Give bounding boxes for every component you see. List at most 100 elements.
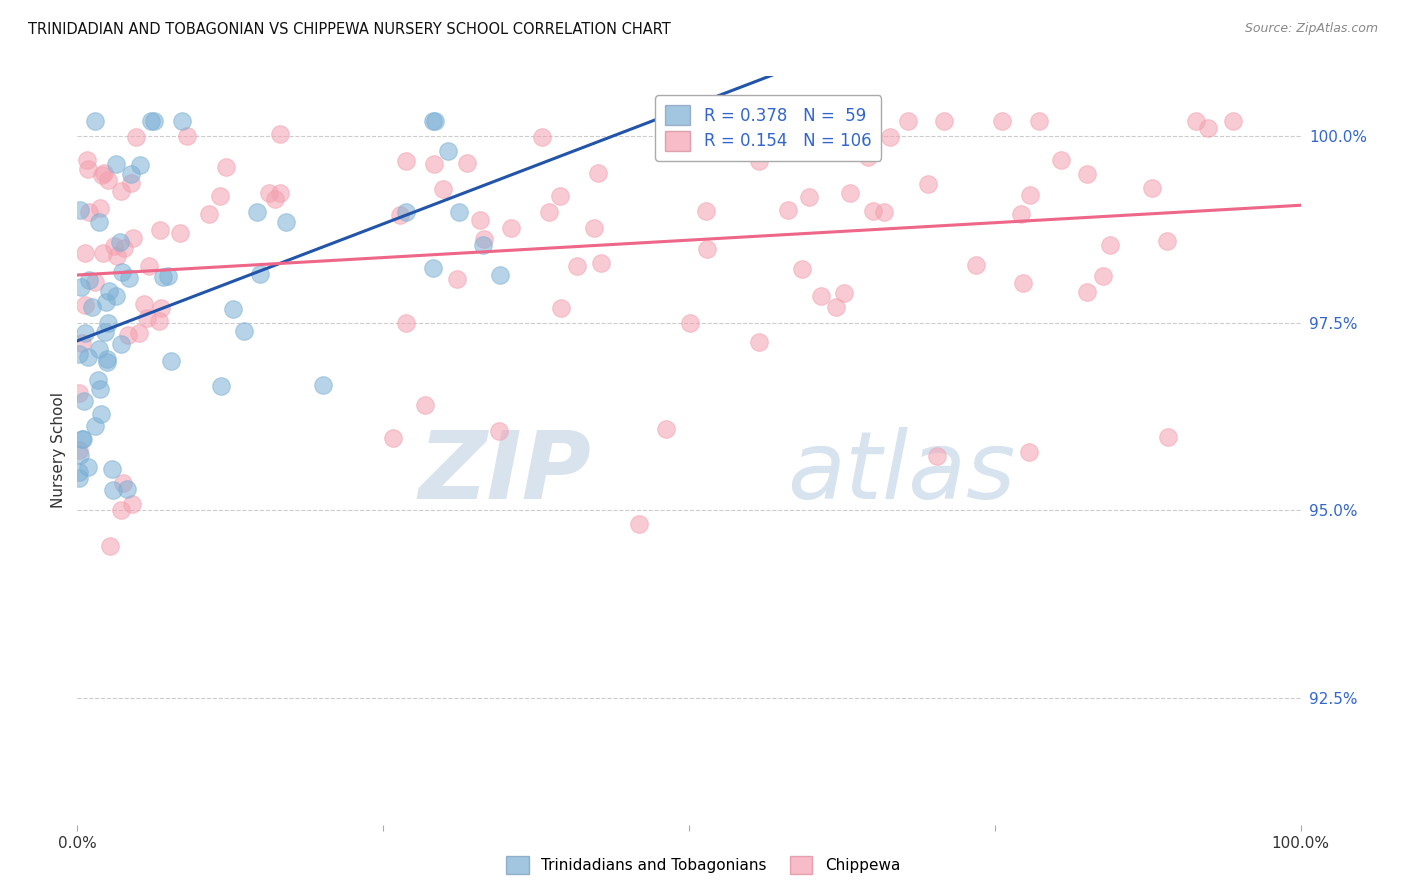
Point	[1185, 113, 1208, 128]
Point	[537, 205, 560, 219]
Point	[110, 184, 132, 198]
Point	[628, 516, 651, 531]
Point	[142, 113, 165, 128]
Legend: R = 0.378   N =  59, R = 0.154   N = 106: R = 0.378 N = 59, R = 0.154 N = 106	[655, 95, 882, 161]
Point	[89, 382, 111, 396]
Point	[1092, 268, 1115, 283]
Point	[96, 352, 118, 367]
Point	[97, 317, 120, 331]
Point	[70, 279, 93, 293]
Point	[69, 202, 91, 217]
Point	[152, 269, 174, 284]
Point	[77, 350, 100, 364]
Point	[209, 379, 232, 393]
Point	[148, 314, 170, 328]
Point	[100, 462, 122, 476]
Point	[138, 259, 160, 273]
Y-axis label: Nursery School: Nursery School	[51, 392, 66, 508]
Point	[873, 204, 896, 219]
Point	[917, 177, 939, 191]
Point	[264, 192, 287, 206]
Point	[550, 301, 572, 315]
Point	[160, 354, 183, 368]
Point	[1076, 285, 1098, 300]
Point	[198, 207, 221, 221]
Text: TRINIDADIAN AND TOBAGONIAN VS CHIPPEWA NURSERY SCHOOL CORRELATION CHART: TRINIDADIAN AND TOBAGONIAN VS CHIPPEWA N…	[28, 22, 671, 37]
Point	[810, 288, 832, 302]
Point	[108, 235, 131, 250]
Point	[711, 113, 734, 128]
Point	[748, 154, 770, 169]
Point	[589, 256, 612, 270]
Point	[112, 241, 135, 255]
Point	[97, 172, 120, 186]
Point	[77, 162, 100, 177]
Point	[169, 227, 191, 241]
Point	[121, 497, 143, 511]
Point	[157, 268, 180, 283]
Point	[209, 189, 232, 203]
Point	[456, 156, 478, 170]
Point	[110, 503, 132, 517]
Point	[136, 311, 159, 326]
Point	[96, 355, 118, 369]
Point	[654, 422, 676, 436]
Point	[94, 325, 117, 339]
Point	[778, 202, 800, 217]
Point	[932, 113, 955, 128]
Point	[1076, 167, 1098, 181]
Point	[232, 325, 254, 339]
Point	[567, 259, 589, 273]
Point	[832, 285, 855, 300]
Point	[797, 190, 820, 204]
Point	[381, 431, 404, 445]
Point	[395, 316, 418, 330]
Point	[222, 301, 245, 316]
Point	[965, 258, 987, 272]
Point	[413, 398, 436, 412]
Point	[128, 326, 150, 340]
Point	[150, 301, 173, 315]
Point	[98, 284, 121, 298]
Point	[215, 160, 238, 174]
Point	[111, 264, 134, 278]
Point	[395, 205, 418, 219]
Point	[583, 221, 606, 235]
Point	[423, 157, 446, 171]
Point	[927, 449, 949, 463]
Point	[101, 483, 124, 497]
Point	[1010, 207, 1032, 221]
Point	[89, 215, 111, 229]
Point	[690, 113, 713, 128]
Point	[117, 482, 139, 496]
Text: ZIP: ZIP	[418, 427, 591, 519]
Point	[1049, 153, 1071, 167]
Point	[425, 113, 447, 128]
Point	[128, 158, 150, 172]
Text: Source: ZipAtlas.com: Source: ZipAtlas.com	[1244, 22, 1378, 36]
Point	[897, 113, 920, 128]
Point	[89, 201, 111, 215]
Point	[80, 300, 103, 314]
Point	[110, 337, 132, 351]
Point	[83, 275, 105, 289]
Point	[499, 221, 522, 235]
Point	[1099, 238, 1122, 252]
Point	[530, 130, 553, 145]
Point	[489, 268, 512, 282]
Point	[91, 246, 114, 260]
Point	[67, 443, 90, 458]
Point	[70, 432, 93, 446]
Point	[73, 298, 96, 312]
Point	[472, 232, 495, 246]
Point	[72, 432, 94, 446]
Point	[139, 113, 162, 128]
Point	[93, 166, 115, 180]
Point	[257, 186, 280, 200]
Point	[422, 114, 444, 128]
Point	[1028, 113, 1050, 128]
Point	[1156, 234, 1178, 248]
Point	[67, 347, 90, 361]
Point	[1140, 181, 1163, 195]
Point	[468, 212, 491, 227]
